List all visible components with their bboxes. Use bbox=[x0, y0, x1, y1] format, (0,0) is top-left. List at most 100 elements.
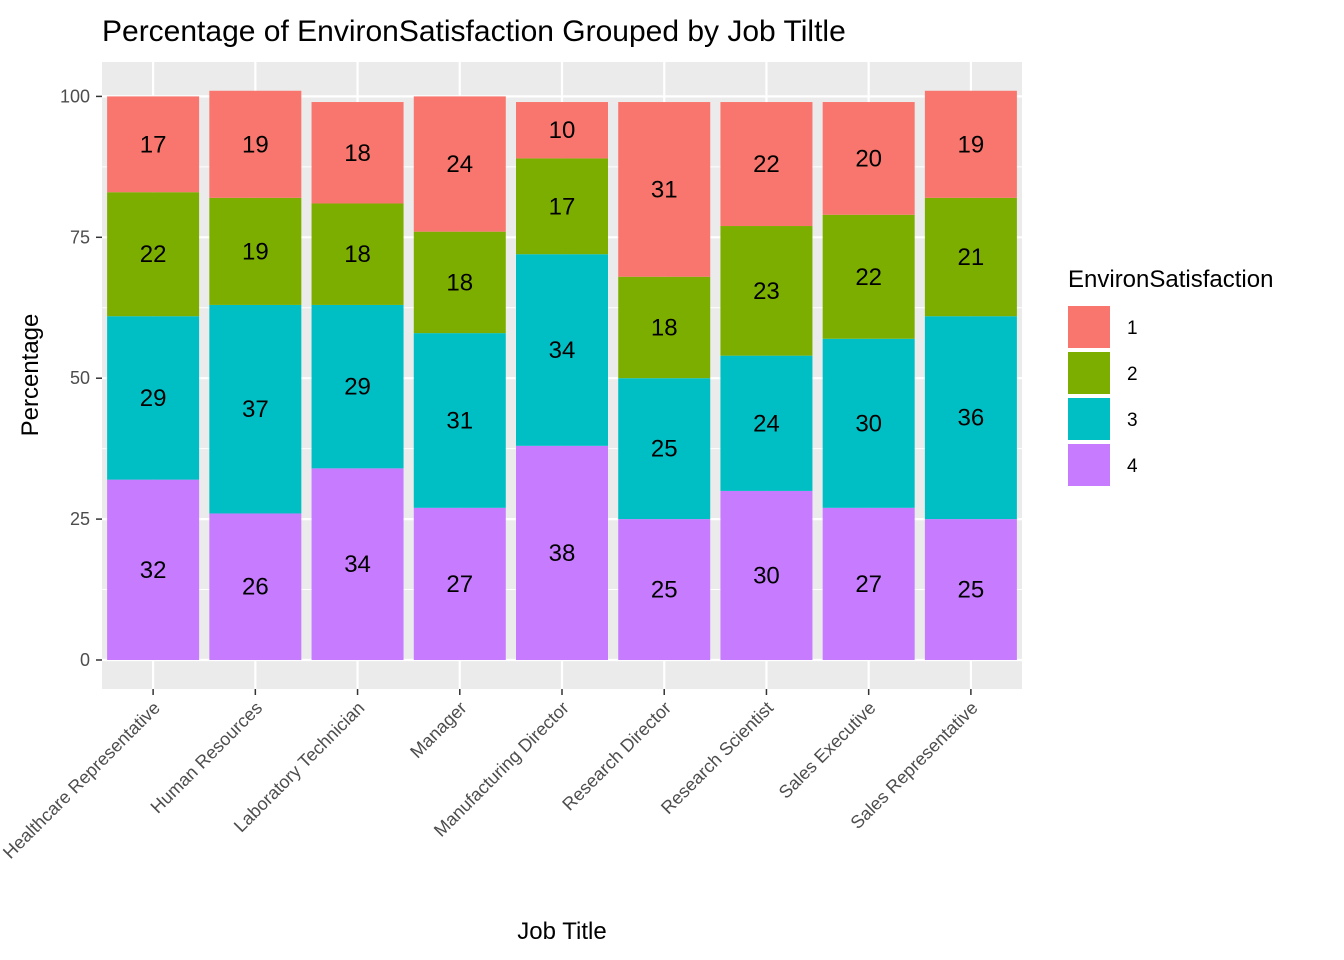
bar-value-label: 37 bbox=[242, 396, 269, 423]
bar-segment bbox=[107, 479, 200, 660]
bar-segment bbox=[822, 102, 915, 215]
bar-value-label: 31 bbox=[446, 407, 473, 434]
bar-segment bbox=[822, 507, 915, 660]
y-tick-label: 0 bbox=[80, 650, 90, 670]
y-tick-label: 50 bbox=[70, 368, 90, 388]
bar-value-label: 18 bbox=[344, 241, 371, 268]
y-tick-label: 25 bbox=[70, 509, 90, 529]
bar-value-label: 18 bbox=[344, 140, 371, 167]
bar-value-label: 23 bbox=[753, 278, 780, 305]
bar-segment bbox=[720, 355, 813, 491]
bar-value-label: 34 bbox=[344, 551, 371, 578]
bar-value-label: 25 bbox=[651, 577, 678, 604]
legend-label: 1 bbox=[1127, 318, 1138, 339]
x-axis-title: Job Title bbox=[517, 918, 606, 945]
legend-title: EnvironSatisfaction bbox=[1068, 266, 1273, 293]
legend-swatch bbox=[1068, 352, 1110, 394]
bar-value-label: 30 bbox=[855, 410, 882, 437]
bar-segment bbox=[924, 519, 1017, 660]
bar-value-label: 21 bbox=[958, 244, 985, 271]
bar-value-label: 17 bbox=[140, 131, 167, 158]
bar-segment bbox=[107, 96, 200, 193]
x-tick-label: Manager bbox=[406, 698, 470, 762]
bars bbox=[107, 90, 1017, 660]
bar-value-label: 19 bbox=[958, 131, 985, 158]
bar-segment bbox=[311, 304, 404, 469]
bar-segment bbox=[107, 192, 200, 317]
bar-segment bbox=[618, 378, 711, 520]
bar-value-label: 27 bbox=[855, 571, 882, 598]
bar-segment bbox=[311, 203, 404, 305]
bar-value-label: 36 bbox=[958, 405, 985, 432]
bar-value-label: 22 bbox=[140, 241, 167, 268]
bar-segment bbox=[924, 197, 1017, 317]
bar-segment bbox=[516, 158, 608, 255]
bar-value-label: 25 bbox=[651, 436, 678, 463]
bar-segment bbox=[413, 507, 506, 660]
legend-label: 4 bbox=[1127, 456, 1138, 477]
bar-segment bbox=[413, 231, 506, 334]
bar-segment bbox=[924, 90, 1017, 198]
bar-segment bbox=[413, 333, 506, 508]
bar-value-label: 26 bbox=[242, 574, 269, 601]
bar-segment bbox=[618, 519, 711, 660]
bar-value-label: 22 bbox=[753, 151, 780, 178]
bar-value-label: 30 bbox=[753, 562, 780, 589]
y-tick-label: 100 bbox=[60, 86, 90, 106]
bar-segment bbox=[720, 102, 813, 227]
bar-value-label: 17 bbox=[549, 193, 576, 220]
bar-segment bbox=[209, 90, 302, 198]
legend-label: 2 bbox=[1127, 364, 1138, 385]
bar-value-label: 38 bbox=[549, 540, 576, 567]
x-tick-label: Research Director bbox=[558, 698, 675, 815]
bar-value-label: 32 bbox=[140, 557, 167, 584]
bar-segment bbox=[516, 102, 608, 159]
bar-segment bbox=[618, 276, 711, 379]
bar-segment bbox=[209, 304, 302, 514]
bar-segment bbox=[107, 316, 200, 480]
bar-value-label: 29 bbox=[140, 385, 167, 412]
bar-value-label: 19 bbox=[242, 238, 269, 265]
x-tick-label: Human Resources bbox=[147, 698, 267, 818]
bar-value-label: 29 bbox=[344, 374, 371, 401]
bar-value-label: 10 bbox=[549, 117, 576, 144]
bar-value-label: 24 bbox=[753, 410, 780, 437]
bar-segment bbox=[618, 102, 711, 277]
y-tick-label: 75 bbox=[70, 227, 90, 247]
chart-title: Percentage of EnvironSatisfaction Groupe… bbox=[102, 15, 846, 48]
bar-value-label: 27 bbox=[446, 571, 473, 598]
bar-segment bbox=[516, 254, 608, 446]
bar-value-label: 31 bbox=[651, 176, 678, 203]
bar-segment bbox=[822, 214, 915, 339]
bar-value-label: 22 bbox=[855, 264, 882, 291]
x-tick-label: Sales Executive bbox=[775, 698, 880, 803]
bar-segment bbox=[822, 338, 915, 508]
x-tick-label: Research Scientist bbox=[657, 698, 777, 818]
bar-value-label: 19 bbox=[242, 131, 269, 158]
bar-segment bbox=[413, 96, 506, 232]
bar-value-label: 25 bbox=[958, 577, 985, 604]
x-tick-label: Healthcare Representative bbox=[0, 698, 164, 863]
legend-label: 3 bbox=[1127, 410, 1138, 431]
bar-segment bbox=[311, 102, 404, 204]
bar-value-label: 18 bbox=[446, 269, 473, 296]
bar-segment bbox=[311, 468, 404, 660]
bar-segment bbox=[720, 490, 813, 660]
legend-swatch bbox=[1068, 306, 1110, 348]
legend-swatch bbox=[1068, 444, 1110, 486]
bar-labels: 32 29 22 17 26 37 19 19 34 29 18 18 27 31 18 24 38 34 17 10… bbox=[140, 117, 984, 603]
legend: EnvironSatisfaction 1 2 3 4 bbox=[1068, 266, 1273, 486]
bar-segment bbox=[924, 316, 1017, 520]
bar-value-label: 18 bbox=[651, 314, 678, 341]
bar-segment bbox=[209, 197, 302, 305]
legend-swatch bbox=[1068, 398, 1110, 440]
bar-value-label: 24 bbox=[446, 151, 473, 178]
bar-segment bbox=[209, 513, 302, 660]
y-axis-title: Percentage bbox=[17, 314, 44, 437]
bar-segment bbox=[720, 226, 813, 356]
bar-segment bbox=[516, 445, 608, 660]
bar-value-label: 20 bbox=[855, 145, 882, 172]
bar-value-label: 34 bbox=[549, 337, 576, 364]
